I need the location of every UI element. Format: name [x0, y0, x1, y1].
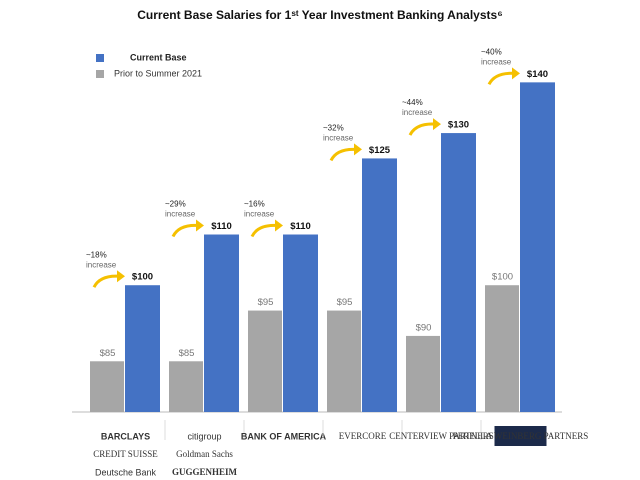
category-label: PERELLA WEINBERG PARTNERS [453, 431, 588, 441]
value-label: $140 [527, 69, 548, 80]
value-label: $95 [337, 297, 353, 308]
category-label: Deutsche Bank [95, 467, 157, 477]
category-label: BARCLAYS [101, 431, 150, 441]
change-label: ~16% [244, 200, 265, 209]
arrow-head [117, 270, 125, 283]
change-note: increase [86, 260, 117, 269]
legend-label: Current Base [130, 52, 187, 62]
change-label: ~44% [402, 98, 423, 107]
bar [169, 361, 203, 412]
bar [520, 82, 555, 412]
bar [327, 310, 361, 412]
value-label: $125 [369, 145, 391, 156]
category-label: BANK OF AMERICA [241, 431, 327, 441]
value-label: $130 [448, 120, 469, 131]
bar [90, 361, 124, 412]
bar [406, 335, 440, 412]
chart-title: Current Base Salaries for 1ˢᵗ Year Inves… [137, 8, 502, 22]
category-label: EVERCORE [339, 431, 387, 441]
category-label: CENTERVIEW PARTNERS [389, 431, 494, 441]
value-label: $110 [290, 221, 311, 232]
category-label: citigroup [187, 431, 221, 441]
value-label: $85 [100, 348, 116, 359]
bar [125, 285, 160, 412]
value-label: $90 [416, 322, 432, 333]
bar [204, 234, 239, 412]
value-label: $85 [179, 348, 195, 359]
value-label: $110 [211, 221, 232, 232]
arrow [171, 223, 199, 238]
category-label: Goldman Sachs [176, 449, 233, 459]
arrow-head [354, 143, 362, 156]
arrow-head [196, 219, 204, 232]
category-label: CREDIT SUISSE [93, 449, 158, 459]
bar [362, 158, 397, 412]
legend-label: Prior to Summer 2021 [114, 68, 202, 78]
logo-box [494, 426, 547, 446]
category-label: GUGGENHEIM [172, 467, 238, 477]
bar [283, 234, 318, 412]
arrow-head [512, 67, 520, 80]
arrow-head [275, 219, 283, 232]
bar [248, 310, 282, 412]
change-label: ~32% [323, 124, 344, 133]
change-note: increase [165, 210, 196, 219]
value-label: $95 [258, 297, 274, 308]
arrow [487, 71, 515, 86]
change-note: increase [244, 210, 275, 219]
bar [441, 133, 476, 413]
change-note: increase [323, 134, 354, 143]
arrow-head [433, 118, 441, 131]
value-label: $100 [132, 272, 153, 283]
arrow [408, 122, 436, 136]
change-note: increase [402, 108, 433, 117]
bar [485, 285, 519, 412]
change-label: ~18% [86, 250, 107, 259]
change-note: increase [481, 57, 512, 66]
arrow [329, 147, 357, 162]
arrow [92, 274, 120, 288]
legend-swatch [96, 70, 104, 78]
value-label: $100 [492, 272, 513, 283]
change-label: ~29% [165, 200, 186, 209]
legend-swatch [96, 54, 104, 62]
change-label: ~40% [481, 47, 502, 56]
arrow [250, 223, 278, 238]
